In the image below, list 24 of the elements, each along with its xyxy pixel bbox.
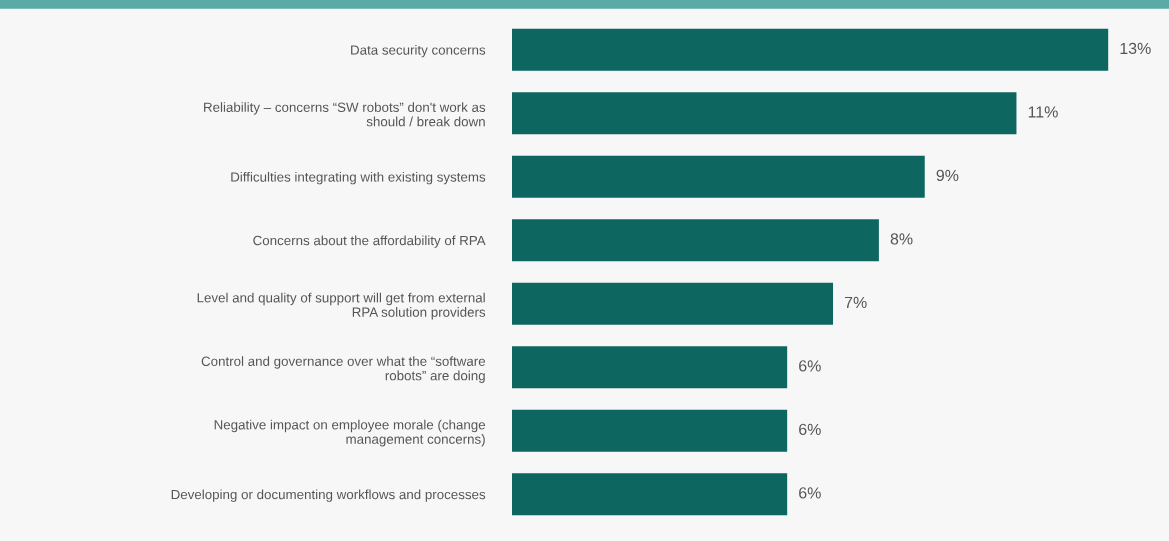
- y-tick-label: Data security concerns: [351, 44, 486, 58]
- data-label: 11%: [1028, 106, 1058, 118]
- y-tick-label: Control and governance over what the “software robots” are doing: [201, 356, 486, 383]
- bar: [512, 92, 1017, 135]
- data-label: 6%: [799, 360, 821, 372]
- y-tick-label: Level and quality of support will get from external RPA solution providers: [197, 292, 486, 320]
- y-tick-label: Negative impact on employee morale (change management concerns): [214, 419, 486, 447]
- y-tick-label: Difficulties integrating with existing systems: [231, 171, 486, 185]
- y-tick-label: Reliability – concerns “SW robots” don't work as should / break down: [204, 102, 486, 127]
- bar: [512, 155, 925, 198]
- y-tick-label: Developing or documenting workflows and processes: [171, 489, 486, 502]
- y-tick-label: Concerns about the affordability of RPA: [253, 235, 486, 248]
- data-label: 6%: [799, 423, 821, 436]
- bar: [512, 28, 1109, 71]
- data-label: 9%: [936, 169, 959, 182]
- data-label: 8%: [890, 233, 913, 245]
- bar: [512, 346, 788, 389]
- data-label: 13%: [1120, 42, 1151, 55]
- data-label: 7%: [844, 296, 867, 308]
- bar: [512, 409, 788, 452]
- bar: [512, 282, 834, 325]
- bar: [512, 473, 788, 516]
- bar: [512, 219, 879, 262]
- data-label: 6%: [799, 487, 821, 499]
